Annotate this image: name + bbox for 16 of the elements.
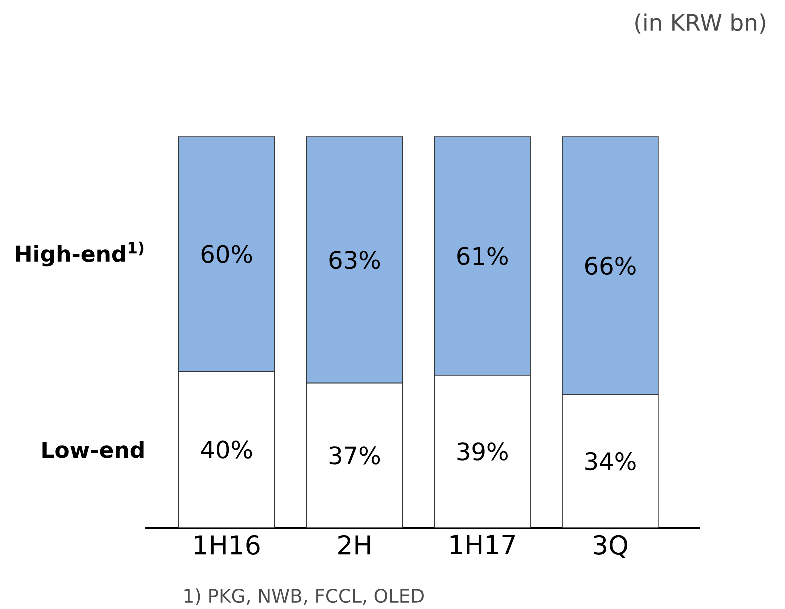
data-label: 63% xyxy=(330,251,380,270)
text: 1) PKG, NWB, FCCL, OLED xyxy=(184,588,424,606)
x-tick-label: 1H17 xyxy=(450,535,515,554)
series-label: High-end$^{1)}$ xyxy=(16,242,144,267)
data-label: 61% xyxy=(458,247,508,266)
data-label: 34% xyxy=(586,452,636,471)
series-label: Low-end xyxy=(42,441,144,458)
data-label: 60% xyxy=(202,245,252,264)
data-label: 39% xyxy=(458,442,508,461)
x-tick-label: 1H16 xyxy=(195,535,260,556)
x-tick-label: 2H xyxy=(338,535,370,555)
text: (in KRW bn) xyxy=(636,14,766,34)
x-tick-label: 3Q xyxy=(594,535,628,558)
data-label: 37% xyxy=(330,446,380,465)
data-label: 40% xyxy=(201,440,252,459)
data-label: 66% xyxy=(585,256,636,276)
